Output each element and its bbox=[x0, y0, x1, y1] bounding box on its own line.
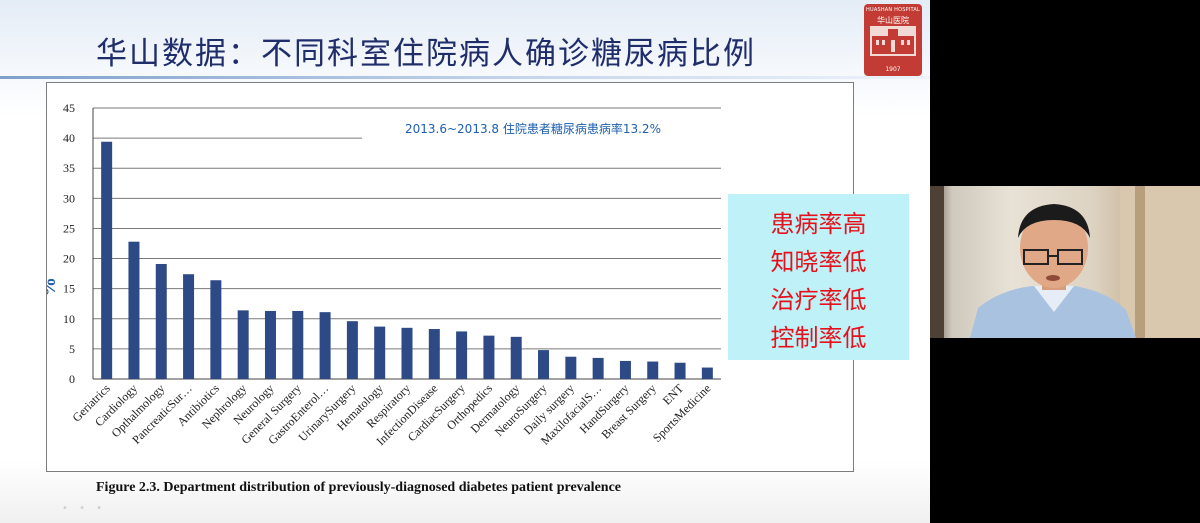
bar-9 bbox=[319, 312, 331, 379]
bar-19 bbox=[592, 357, 604, 379]
y-tick-label-45: 45 bbox=[63, 101, 75, 115]
bar-6 bbox=[237, 310, 249, 379]
bar-5 bbox=[210, 280, 222, 379]
bar-22 bbox=[674, 362, 686, 379]
y-tick-label-0: 0 bbox=[69, 372, 75, 386]
logo-name: HUASHAN HOSPITAL bbox=[866, 7, 920, 13]
y-tick-label-20: 20 bbox=[63, 252, 75, 266]
bar-3 bbox=[155, 263, 167, 379]
y-tick-label-40: 40 bbox=[63, 131, 75, 145]
bar-18 bbox=[565, 356, 577, 379]
figure-caption: Figure 2.3. Department distribution of p… bbox=[96, 480, 621, 495]
bar-10 bbox=[346, 321, 358, 379]
bar-7 bbox=[264, 310, 276, 379]
bar-23 bbox=[701, 367, 713, 379]
title-divider bbox=[0, 76, 930, 79]
chart-annotation: 2013.6~2013.8 住院患者糖尿病患病率13.2% bbox=[405, 121, 661, 136]
bar-12 bbox=[401, 327, 413, 379]
y-tick-label-30: 30 bbox=[63, 191, 75, 205]
key-point-4: 控制率低 bbox=[770, 324, 867, 352]
bar-20 bbox=[619, 360, 631, 379]
bar-1 bbox=[101, 141, 113, 379]
bar-14 bbox=[456, 331, 468, 379]
y-tick-label-15: 15 bbox=[63, 282, 75, 296]
building-icon bbox=[870, 26, 916, 56]
key-points-box: 患病率高 知晓率低 治疗率低 控制率低 bbox=[728, 194, 909, 360]
slide-title: 华山数据：不同科室住院病人确诊糖尿病比例 bbox=[96, 36, 756, 72]
y-tick-label-35: 35 bbox=[63, 161, 75, 175]
shared-slide: 华山数据：不同科室住院病人确诊糖尿病比例 HUASHAN HOSPITAL 华山… bbox=[0, 0, 930, 523]
bar-chart: 0 5 10 15 20 25 30 35 40 45% 2013.6~2013.8 住院患者糖尿病… bbox=[38, 101, 721, 448]
bar-13 bbox=[428, 329, 440, 379]
y-tick-label-25: 25 bbox=[63, 221, 75, 235]
y-axis-label: % bbox=[47, 277, 60, 297]
bar-16 bbox=[510, 336, 522, 379]
bar-21 bbox=[647, 361, 659, 379]
presenter-avatar-icon bbox=[930, 186, 1200, 338]
key-point-2: 知晓率低 bbox=[770, 248, 867, 276]
bar-15 bbox=[483, 335, 495, 379]
key-point-1: 患病率高 bbox=[770, 210, 867, 238]
bar-17 bbox=[538, 350, 550, 379]
bar-11 bbox=[374, 326, 386, 379]
bar-8 bbox=[292, 310, 304, 379]
presenter-video bbox=[930, 186, 1200, 338]
y-tick-label-5: 5 bbox=[69, 342, 75, 356]
key-point-3: 治疗率低 bbox=[770, 286, 867, 314]
bar-4 bbox=[183, 274, 195, 379]
logo-year: 1907 bbox=[885, 66, 901, 73]
slide-controls[interactable]: • • • bbox=[62, 503, 107, 514]
hospital-logo: HUASHAN HOSPITAL 华山医院 1907 bbox=[864, 4, 922, 76]
chart-frame: 0 5 10 15 20 25 30 35 40 45% 2013.6~2013.8 住院患者糖尿病… bbox=[38, 82, 854, 472]
y-tick-label-10: 10 bbox=[63, 312, 75, 326]
logo-chinese-name: 华山医院 bbox=[877, 16, 909, 25]
bar-2 bbox=[128, 241, 140, 379]
